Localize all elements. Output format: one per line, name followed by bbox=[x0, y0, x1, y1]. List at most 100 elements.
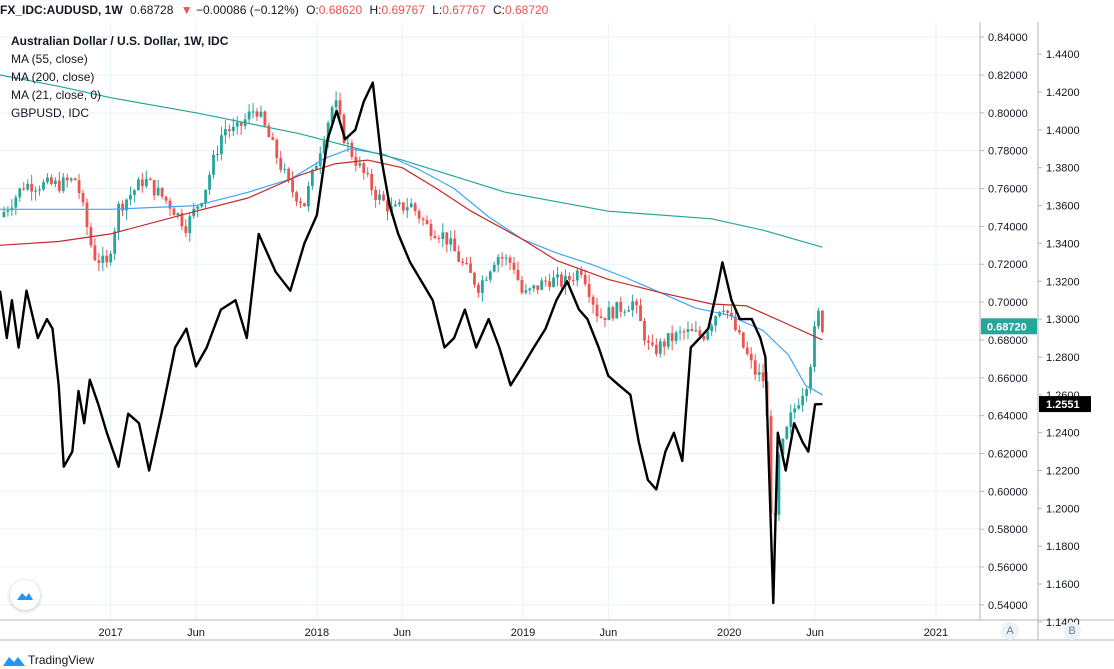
y-tick-label-left: 0.78000 bbox=[988, 146, 1028, 158]
candle-body bbox=[761, 372, 765, 382]
candle-body bbox=[172, 208, 176, 216]
candle-body bbox=[358, 163, 362, 166]
series-line-gbpusd-idc bbox=[0, 81, 823, 605]
candle-body bbox=[370, 173, 374, 191]
candle-body bbox=[658, 341, 662, 354]
candle-body bbox=[283, 168, 287, 170]
candle-body bbox=[216, 153, 219, 155]
candle-body bbox=[275, 139, 279, 158]
candle-body bbox=[528, 288, 532, 291]
candle-body bbox=[366, 173, 370, 175]
candle-body bbox=[152, 180, 156, 196]
candle-body bbox=[105, 255, 109, 263]
candle-body bbox=[571, 280, 575, 282]
y-tick-label-left: 0.62000 bbox=[988, 448, 1028, 460]
last-price-label-bg bbox=[981, 318, 1037, 335]
candle-body bbox=[631, 301, 635, 311]
candle-body bbox=[362, 163, 366, 174]
candle-body bbox=[6, 210, 10, 212]
y-tick-label-right: 1.2000 bbox=[1046, 503, 1080, 515]
candle-body bbox=[374, 190, 378, 200]
candle-body bbox=[749, 353, 753, 361]
brand-name[interactable]: TradingView bbox=[28, 653, 95, 667]
candle-body bbox=[532, 285, 536, 289]
candle-body bbox=[212, 154, 215, 175]
candle-body bbox=[480, 280, 484, 293]
candle-body bbox=[81, 193, 85, 203]
legend-ma55[interactable]: MA (55, close) bbox=[11, 52, 88, 66]
x-tick-label: Jun bbox=[393, 627, 411, 639]
candle-body bbox=[461, 261, 465, 264]
candle-body bbox=[401, 202, 405, 211]
candle-body bbox=[208, 174, 211, 190]
candle-body bbox=[417, 211, 421, 219]
series-line-ma-55-close bbox=[0, 148, 823, 396]
candle-body bbox=[769, 416, 773, 514]
candle-body bbox=[307, 186, 310, 207]
candle-body bbox=[801, 395, 805, 406]
candle-body bbox=[797, 405, 801, 409]
y-tick-label-left: 0.60000 bbox=[988, 486, 1028, 498]
candle-body bbox=[548, 281, 551, 287]
candle-body bbox=[805, 389, 808, 396]
candle-body bbox=[330, 107, 334, 123]
candle-body bbox=[227, 129, 231, 132]
candle-body bbox=[757, 372, 761, 375]
legend-compare[interactable]: GBPUSD, IDC bbox=[11, 106, 90, 120]
candle-body bbox=[409, 203, 413, 208]
candle-body bbox=[734, 316, 737, 331]
y-tick-label-left: 0.76000 bbox=[988, 184, 1028, 196]
legend-ma21[interactable]: MA (21, close, 0) bbox=[11, 88, 102, 102]
candle-body bbox=[817, 310, 820, 327]
candle-body bbox=[821, 310, 824, 332]
candle-body bbox=[524, 290, 528, 293]
candle-body bbox=[536, 285, 540, 290]
candle-body bbox=[583, 274, 587, 285]
candle-body bbox=[611, 307, 615, 319]
candle-body bbox=[200, 203, 204, 207]
candle-body bbox=[109, 253, 113, 263]
candle-body bbox=[579, 270, 583, 275]
candle-body bbox=[722, 310, 725, 312]
candle-body bbox=[263, 111, 267, 126]
second-scale-button[interactable]: B bbox=[1063, 622, 1081, 640]
candle-body bbox=[433, 236, 437, 239]
symbol-name[interactable]: FX_IDC:AUDUSD, 1W bbox=[0, 3, 123, 17]
candle-body bbox=[698, 330, 702, 336]
candle-body bbox=[326, 122, 330, 141]
candle-body bbox=[382, 194, 385, 201]
x-tick-label: 2020 bbox=[717, 627, 741, 639]
candle-body bbox=[666, 333, 670, 347]
candle-body bbox=[662, 341, 666, 347]
candle-body bbox=[334, 100, 338, 108]
legend-title[interactable]: Australian Dollar / U.S. Dollar, 1W, IDC bbox=[11, 34, 229, 48]
candle-body bbox=[544, 280, 548, 282]
candle-body bbox=[496, 257, 500, 265]
y-tick-label-right: 1.4200 bbox=[1046, 87, 1080, 99]
candle-body bbox=[164, 196, 168, 201]
candle-body bbox=[338, 100, 342, 115]
legend-ma200[interactable]: MA (200, close) bbox=[11, 70, 95, 84]
candle-body bbox=[136, 179, 140, 191]
symbol-header: FX_IDC:AUDUSD, 1W 0.68728 ▼ −0.00086 (−0… bbox=[0, 0, 1114, 22]
tradingview-logo-button[interactable] bbox=[10, 580, 40, 610]
auto-scale-button[interactable]: A bbox=[1001, 622, 1019, 640]
candle-body bbox=[575, 270, 579, 281]
candle-body bbox=[220, 135, 223, 154]
x-tick-label: Jun bbox=[599, 627, 617, 639]
candle-body bbox=[93, 245, 97, 261]
candle-body bbox=[500, 257, 504, 259]
candle-body bbox=[421, 218, 425, 221]
candle-body bbox=[654, 344, 658, 354]
x-tick-label: 2019 bbox=[511, 627, 535, 639]
candle-body bbox=[726, 310, 729, 313]
candle-body bbox=[477, 284, 480, 293]
y-tick-label-left: 0.64000 bbox=[988, 411, 1028, 423]
candle-body bbox=[156, 187, 160, 196]
open-value: 0.68620 bbox=[318, 3, 363, 17]
candle-body bbox=[441, 232, 445, 240]
series-line-ma-21-close-0 bbox=[0, 74, 823, 248]
y-tick-label-right: 1.2400 bbox=[1046, 428, 1080, 440]
candle-body bbox=[650, 342, 654, 345]
